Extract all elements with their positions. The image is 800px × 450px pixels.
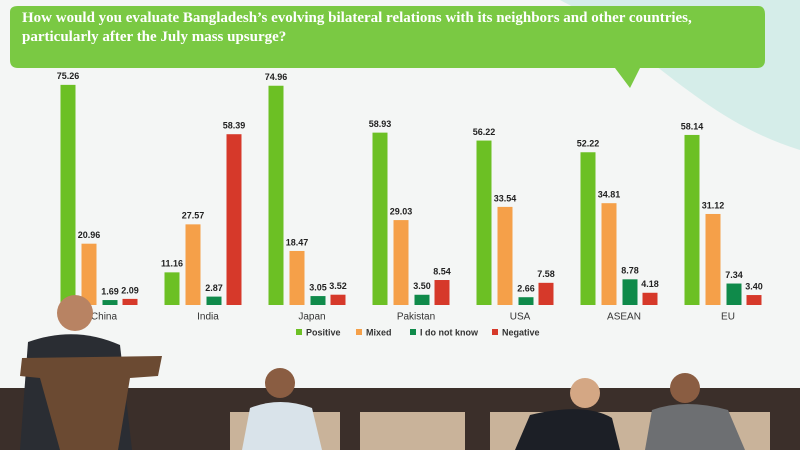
value-label: 11.16 bbox=[161, 259, 183, 269]
x-tick-label: ASEAN bbox=[607, 312, 641, 323]
title-bubble bbox=[10, 6, 765, 88]
value-label: 8.54 bbox=[433, 266, 451, 276]
legend-swatch bbox=[296, 329, 302, 335]
bar bbox=[310, 296, 326, 305]
value-label: 74.96 bbox=[265, 72, 288, 82]
bar bbox=[434, 280, 450, 305]
value-label: 75.26 bbox=[57, 71, 80, 81]
bar bbox=[414, 294, 430, 305]
person-head bbox=[670, 373, 700, 403]
person-body bbox=[645, 404, 745, 450]
bar bbox=[102, 300, 118, 305]
bar bbox=[746, 295, 762, 305]
value-label: 58.14 bbox=[681, 121, 704, 131]
bar bbox=[476, 140, 492, 305]
value-label: 1.69 bbox=[101, 286, 119, 296]
value-label: 27.57 bbox=[182, 211, 205, 221]
bar bbox=[289, 250, 305, 305]
value-label: 2.87 bbox=[205, 283, 223, 293]
person-body bbox=[515, 409, 620, 450]
value-label: 31.12 bbox=[702, 200, 725, 210]
bar bbox=[372, 132, 388, 305]
legend-swatch bbox=[410, 329, 416, 335]
x-tick-label: Pakistan bbox=[397, 312, 435, 323]
podium bbox=[20, 356, 162, 450]
bar bbox=[705, 213, 721, 305]
bar bbox=[684, 134, 700, 305]
bar bbox=[726, 283, 742, 305]
bar bbox=[268, 85, 284, 305]
value-label: 29.03 bbox=[390, 206, 413, 216]
speaker-head bbox=[57, 295, 93, 331]
value-label: 3.52 bbox=[329, 281, 347, 291]
bar bbox=[60, 84, 76, 305]
bar bbox=[580, 152, 596, 305]
legend-swatch bbox=[356, 329, 362, 335]
bar bbox=[164, 272, 180, 305]
person-head bbox=[570, 378, 600, 408]
value-label: 56.22 bbox=[473, 127, 496, 137]
value-label: 8.78 bbox=[621, 266, 639, 276]
chair bbox=[360, 412, 465, 450]
bar bbox=[622, 279, 638, 305]
bar bbox=[601, 203, 617, 305]
bar bbox=[393, 220, 409, 305]
value-label: 2.66 bbox=[517, 284, 535, 294]
legend-label: I do not know bbox=[420, 327, 479, 337]
bar bbox=[497, 206, 513, 305]
value-label: 3.05 bbox=[309, 282, 327, 292]
bar bbox=[642, 292, 658, 305]
value-label: 52.22 bbox=[577, 139, 600, 149]
value-label: 33.54 bbox=[494, 193, 517, 203]
value-label: 3.50 bbox=[413, 281, 431, 291]
x-tick-label: Japan bbox=[298, 312, 325, 323]
bar bbox=[122, 298, 138, 305]
bar bbox=[538, 282, 554, 305]
value-label: 7.58 bbox=[537, 269, 555, 279]
x-tick-label: China bbox=[91, 312, 118, 323]
value-label: 3.40 bbox=[745, 281, 763, 291]
bar bbox=[518, 297, 534, 305]
legend-label: Negative bbox=[502, 327, 540, 337]
person-head bbox=[265, 368, 295, 398]
x-tick-label: EU bbox=[721, 312, 735, 323]
value-label: 58.39 bbox=[223, 121, 246, 131]
bar bbox=[185, 224, 201, 305]
x-tick-label: USA bbox=[510, 312, 531, 323]
value-label: 7.34 bbox=[725, 270, 743, 280]
value-label: 18.47 bbox=[286, 237, 309, 247]
x-tick-label: India bbox=[197, 312, 219, 323]
value-label: 34.81 bbox=[598, 190, 621, 200]
value-label: 2.09 bbox=[121, 285, 139, 295]
bar bbox=[81, 243, 97, 305]
bar bbox=[206, 296, 222, 305]
legend-label: Mixed bbox=[366, 327, 392, 337]
value-label: 58.93 bbox=[369, 119, 392, 129]
value-label: 20.96 bbox=[78, 230, 101, 240]
legend-label: Positive bbox=[306, 327, 341, 337]
value-label: 4.18 bbox=[641, 279, 659, 289]
bar bbox=[226, 134, 242, 305]
legend-swatch bbox=[492, 329, 498, 335]
chart-title: How would you evaluate Bangladesh’s evol… bbox=[22, 10, 692, 45]
person-body bbox=[242, 402, 322, 450]
bar bbox=[330, 294, 346, 305]
